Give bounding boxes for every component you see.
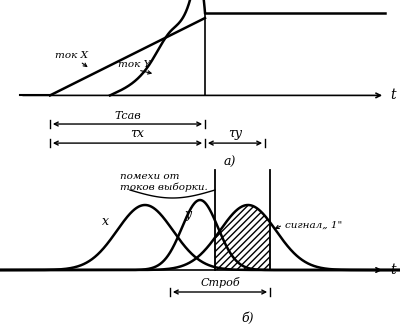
Text: Тсав: Тсав [114,111,141,121]
Text: t: t [390,263,396,277]
Text: х: х [102,215,108,228]
Text: помехи от: помехи от [120,172,180,181]
Text: ток Y: ток Y [118,60,150,69]
Text: τy: τy [228,127,242,140]
Text: у: у [184,208,192,221]
Text: τx: τx [130,127,144,140]
Text: а): а) [224,156,236,169]
Text: t: t [390,88,396,102]
Text: сигнал„ 1": сигнал„ 1" [285,220,342,229]
Text: токов выборки.: токов выборки. [120,183,208,192]
Text: Строб: Строб [200,277,240,288]
Text: ток X: ток X [55,51,88,60]
Text: б): б) [242,312,254,325]
